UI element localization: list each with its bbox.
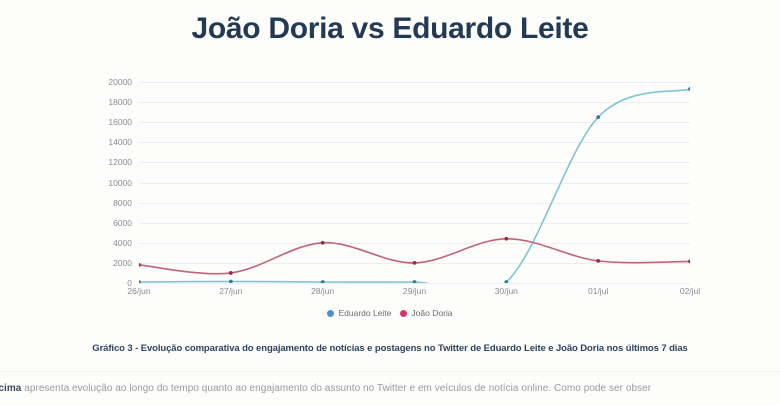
- y-axis-tick-label: 12000: [108, 157, 132, 168]
- data-point-marker[interactable]: [596, 258, 601, 263]
- y-axis-tick-label: 18000: [108, 97, 132, 108]
- legend-item[interactable]: Eduardo Leite: [327, 308, 391, 318]
- gridline: [139, 142, 690, 144]
- gridline: [139, 283, 690, 284]
- body-paragraph-lead: fico acima: [0, 383, 22, 394]
- y-axis-tick-label: 6000: [113, 217, 132, 228]
- plot-area: [139, 82, 690, 358]
- y-axis-tick-label: 2000: [113, 257, 132, 268]
- section-divider: [0, 371, 780, 372]
- data-point-marker[interactable]: [596, 115, 601, 120]
- x-axis-labels: 26/jun 27/jun 28/jun 29/jun 30/jun 01/jul 02/j…: [127, 286, 700, 306]
- data-point-marker[interactable]: [688, 259, 690, 264]
- y-axis-labels: 0 2000 4000 6000 8000 10000 12000 14000 16000 180…: [70, 77, 132, 288]
- y-axis-tick-label: 8000: [113, 197, 132, 208]
- series-line: [139, 237, 690, 275]
- x-axis-tick-label: 29/jun: [402, 286, 427, 296]
- x-axis-tick-label: 28/jun: [311, 286, 335, 296]
- data-point-marker[interactable]: [412, 261, 417, 265]
- x-axis-tick-label: 27/jun: [219, 286, 243, 296]
- data-point-marker[interactable]: [320, 240, 325, 245]
- gridline: [139, 182, 690, 184]
- page-title: João Doria vs Eduardo Leite: [191, 12, 589, 45]
- body-paragraph-rest: apresenta evolução ao longo do tempo qua…: [21, 383, 652, 394]
- data-point-marker[interactable]: [504, 280, 509, 283]
- gridline: [139, 82, 690, 83]
- series-lines: [139, 87, 690, 283]
- chart-container: 0 2000 4000 6000 8000 10000 12000 14000 16000 180…: [0, 72, 780, 307]
- x-axis-tick-label: 02/jul: [679, 286, 701, 296]
- gridline: [139, 222, 690, 224]
- y-axis-tick-label: 16000: [108, 117, 132, 128]
- gridline: [139, 122, 690, 124]
- data-point-marker[interactable]: [228, 271, 233, 275]
- data-point-marker[interactable]: [228, 279, 233, 283]
- legend-item[interactable]: João Doria: [400, 308, 453, 318]
- gridline: [139, 162, 690, 164]
- x-axis-tick-label: 26/jun: [127, 286, 151, 296]
- data-point-marker[interactable]: [688, 87, 690, 91]
- data-point-marker[interactable]: [320, 280, 325, 283]
- legend-color-dot-icon: [400, 309, 408, 317]
- data-point-marker[interactable]: [412, 280, 417, 283]
- gridline: [139, 242, 690, 244]
- y-axis-tick-label: 4000: [113, 237, 132, 248]
- gridline: [139, 202, 690, 204]
- x-axis-tick-label: 30/jun: [494, 286, 518, 296]
- data-point-marker[interactable]: [139, 263, 141, 267]
- body-paragraph: fico acima apresenta evolução ao longo d…: [0, 383, 780, 394]
- series-line: [139, 88, 690, 283]
- x-axis-tick-label: 01/jul: [587, 286, 609, 296]
- chart-legend: Eduardo Leite João Doria: [0, 308, 780, 318]
- y-axis-tick-label: 0: [127, 278, 132, 288]
- legend-color-dot-icon: [327, 309, 335, 317]
- legend-item-label: Eduardo Leite: [338, 308, 392, 318]
- y-axis-tick-label: 20000: [108, 77, 132, 87]
- data-point-marker[interactable]: [504, 236, 509, 241]
- gridline: [139, 102, 690, 104]
- y-axis-tick-label: 14000: [108, 137, 132, 148]
- data-point-marker[interactable]: [139, 280, 141, 283]
- y-axis-tick-label: 10000: [108, 177, 132, 188]
- legend-item-label: João Doria: [411, 308, 453, 318]
- figure-caption: Gráfico 3 - Evolução comparativa do enga…: [92, 343, 688, 354]
